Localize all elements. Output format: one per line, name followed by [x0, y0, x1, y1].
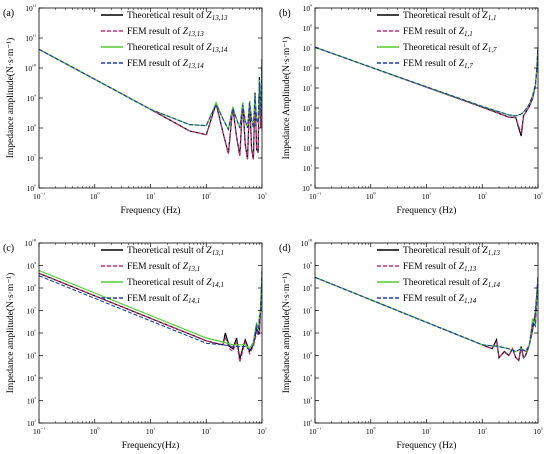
tick-label: 10² [478, 427, 488, 436]
legend-label: Theoretical result of Z13,1 [127, 245, 224, 257]
tick-label: 10¹ [422, 192, 432, 201]
tick-label: 10² [202, 427, 212, 436]
tick-label: 10⁶ [27, 184, 37, 193]
series-line [39, 270, 262, 351]
tick-label: 10⁷ [27, 307, 37, 316]
tick-label: 10⁻¹ [33, 192, 45, 201]
tick-label: 10¹ [422, 427, 432, 436]
tick-label: 10⁸ [27, 124, 37, 133]
tick-label: 10⁻¹ [309, 192, 321, 201]
tick-label: 10⁰ [90, 191, 101, 201]
legend-label: FEM result of Z1,1 [403, 26, 473, 38]
tick-label: 10⁴ [303, 374, 313, 383]
tick-label: 10² [27, 419, 37, 428]
legend-label: FEM result of Z14,1 [127, 293, 200, 305]
tick-label: 10⁸ [27, 284, 37, 293]
series-line [315, 276, 538, 353]
legend-label: Theoretical result of Z1,14 [403, 277, 500, 289]
legend-label: FEM result of Z1,13 [403, 261, 477, 273]
y-axis-label: Impedance amplitude(N·s·m⁻¹) [281, 273, 292, 394]
x-axis-label: Frequency (Hz) [397, 205, 457, 216]
tick-label: 10⁵ [27, 352, 37, 361]
tick-label: 10³ [303, 397, 313, 406]
tick-label: 10³ [533, 192, 543, 201]
x-axis-label: Frequency (Hz) [397, 440, 457, 451]
panel-label: (d) [279, 243, 291, 254]
tick-label: 10² [478, 192, 488, 201]
panel-label: (b) [279, 8, 291, 19]
tick-label: 10⁰ [366, 426, 377, 436]
legend-label: FEM result of Z13,13 [127, 26, 204, 38]
tick-label: 10⁷ [27, 154, 37, 163]
y-axis-label: Impedance amplitude(N·s·m⁻¹) [5, 38, 16, 159]
tick-label: 10³ [303, 124, 313, 133]
x-axis-label: Frequency (Hz) [121, 205, 181, 216]
legend-label: FEM result of Z13,1 [127, 261, 200, 273]
tick-label: 10⁶ [303, 329, 313, 338]
tick-label: 10⁵ [303, 352, 313, 361]
legend-label: Theoretical result of Z13,14 [127, 42, 228, 54]
y-axis-label: Impedance Amplitude(N·s·m⁻¹) [281, 37, 292, 160]
legend-label: FEM result of Z1,14 [403, 293, 477, 305]
tick-label: 10⁰ [302, 183, 313, 193]
tick-label: 10⁵ [303, 84, 313, 93]
tick-label: 10⁶ [303, 64, 313, 73]
chart-panel-d: 10⁻¹ 10⁰ 10¹ 10² 10³ 10² 10³ 10⁴ 10⁵ 10⁶ 10⁷ 10⁸ 10⁹… [279, 238, 543, 451]
chart-panel-b: 10⁻¹ 10⁰ 10¹ 10² 10³10⁰10¹10²10³10⁴10⁵10⁶10⁷… [279, 4, 543, 216]
tick-label: 10⁶ [27, 329, 37, 338]
tick-label: 10⁷ [303, 44, 313, 53]
tick-label: 10³ [257, 192, 267, 201]
legend-label: Theoretical result of Z13,13 [127, 10, 228, 22]
legend-label: Theoretical result of Z1,13 [403, 245, 500, 257]
tick-label: 10⁹ [27, 262, 37, 271]
tick-label: 10⁹ [27, 94, 37, 103]
y-axis-label: Impedance amplitude(N·s·m⁻¹) [5, 273, 16, 394]
tick-label: 10¹⁰ [25, 63, 37, 73]
series-line [315, 46, 538, 117]
tick-label: 10¹¹ [25, 34, 36, 43]
tick-label: 10⁹ [303, 4, 313, 13]
legend-label: Theoretical result of Z1,1 [403, 10, 496, 22]
legend-label: Theoretical result of Z14,1 [127, 277, 224, 289]
legend-label: FEM result of Z1,7 [403, 58, 473, 70]
tick-label: 10⁸ [303, 284, 313, 293]
x-axis-label: Frequency(Hz) [122, 440, 180, 451]
tick-label: 10¹² [25, 4, 36, 13]
tick-label: 10¹ [146, 192, 156, 201]
panel-label: (c) [3, 243, 14, 254]
tick-label: 10³ [533, 427, 543, 436]
tick-label: 10⁹ [303, 262, 313, 271]
legend-label: FEM result of Z13,14 [127, 58, 204, 70]
tick-label: 10¹ [303, 164, 313, 173]
tick-label: 10¹ [146, 427, 156, 436]
tick-label: 10⁰ [90, 426, 101, 436]
tick-label: 10³ [257, 427, 267, 436]
chart-panel-c: 10⁻¹ 10⁰ 10¹ 10² 10³ 10² 10³ 10⁴ 10⁵ 10⁶ 10⁷ 10⁸ 10⁹… [3, 238, 267, 451]
tick-label: 10¹⁰ [25, 238, 37, 248]
tick-label: 10² [303, 144, 313, 153]
tick-label: 10⁴ [303, 104, 313, 113]
chart-panel-a: 10⁻¹ 10⁰ 10¹ 10² 10³ 10⁶ 10⁷ 10⁸ 10⁹ 10¹⁰ 10¹¹ 10¹²… [3, 4, 267, 216]
panel-label: (a) [3, 8, 14, 19]
series-line [39, 48, 262, 132]
tick-label: 10² [202, 192, 212, 201]
series-line [315, 276, 538, 353]
tick-label: 10⁻¹ [309, 427, 321, 436]
tick-label: 10³ [27, 397, 37, 406]
tick-label: 10¹⁰ [301, 238, 313, 248]
tick-label: 10⁷ [303, 307, 313, 316]
tick-label: 10⁸ [303, 24, 313, 33]
series-line [315, 46, 538, 117]
tick-label: 10² [303, 419, 313, 428]
legend-label: Theoretical result of Z1,7 [403, 42, 497, 54]
tick-label: 10⁰ [366, 191, 377, 201]
tick-label: 10⁴ [27, 374, 37, 383]
tick-label: 10⁻¹ [33, 427, 45, 436]
